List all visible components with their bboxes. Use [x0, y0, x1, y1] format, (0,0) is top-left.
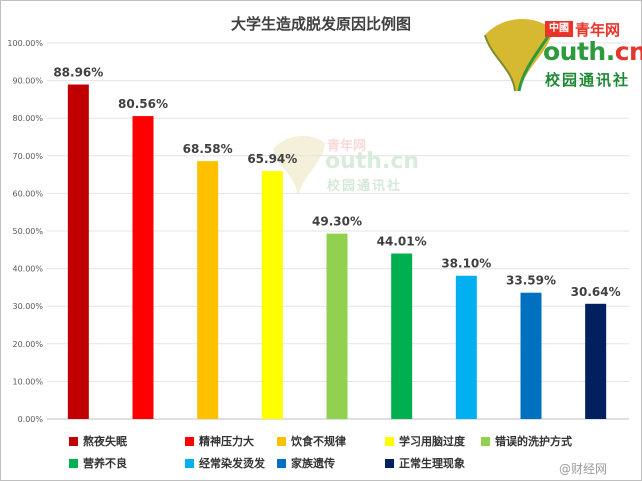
chart-title: 大学生造成脱发原因比例图	[230, 15, 411, 33]
bar-value-label: 88.96%	[53, 66, 103, 80]
youth-cn-logo: 中國 青年网 outh.cn 校园通讯社	[479, 11, 642, 93]
logo-domain: outh.cn	[543, 37, 642, 66]
legend-item: 精神压力大	[185, 433, 254, 448]
y-tick-label: 20.00%	[12, 340, 43, 349]
bar	[585, 303, 607, 419]
legend-item: 营养不良	[69, 455, 127, 470]
bar	[132, 116, 154, 420]
y-tick-label: 30.00%	[12, 302, 43, 311]
legend-item: 熬夜失眠	[69, 433, 127, 448]
legend-label: 经常染发烫发	[199, 457, 265, 470]
legend-item: 正常生理现象	[385, 455, 465, 470]
legend-swatch	[277, 437, 286, 446]
bar	[197, 161, 219, 419]
watermark-logo: 青年网 outh.cn 校园通讯社	[269, 127, 439, 197]
bar	[520, 292, 542, 419]
bar-value-label: 65.94%	[247, 152, 297, 166]
y-tick-label: 100.00%	[7, 39, 43, 48]
legend-label: 营养不良	[83, 457, 127, 470]
watermark-tagline: 校园通讯社	[327, 179, 403, 194]
bar-value-label: 38.10%	[441, 257, 491, 271]
watermark-brand: 青年网	[327, 139, 367, 154]
legend-item: 错误的洗护方式	[481, 433, 572, 448]
logo-brand-name: 青年网	[575, 21, 621, 39]
y-tick-label: 90.00%	[12, 77, 43, 86]
legend-swatch	[481, 437, 490, 446]
y-tick-label: 80.00%	[12, 114, 43, 123]
legend-swatch	[69, 459, 78, 468]
legend-label: 家族遗传	[291, 457, 335, 470]
bar	[455, 275, 477, 419]
legend-item: 家族遗传	[277, 455, 335, 470]
bar	[326, 233, 348, 419]
bar	[261, 171, 283, 419]
bar-value-label: 68.58%	[183, 142, 233, 156]
bar-value-label: 30.64%	[571, 285, 621, 299]
bar-value-label: 33.59%	[506, 274, 556, 288]
legend-label: 学习用脑过度	[399, 435, 465, 448]
legend-label: 正常生理现象	[399, 457, 465, 470]
source-credit: @财经网	[559, 462, 608, 476]
y-tick-label: 70.00%	[12, 152, 43, 161]
legend-label: 熬夜失眠	[83, 435, 127, 448]
legend-item: 学习用脑过度	[385, 433, 465, 448]
ginkgo-leaf-icon	[273, 135, 325, 193]
bar	[67, 84, 89, 419]
logo-country-badge: 中國	[545, 21, 573, 37]
y-tick-label: 50.00%	[12, 227, 43, 236]
legend-swatch	[185, 437, 194, 446]
legend-swatch	[277, 459, 286, 468]
logo-tagline: 校园通讯社	[545, 71, 631, 89]
legend-label: 饮食不规律	[291, 435, 346, 448]
watermark-domain: outh.cn	[325, 149, 420, 174]
legend-swatch	[385, 437, 394, 446]
legend-label: 错误的洗护方式	[495, 435, 572, 448]
bar	[391, 253, 413, 419]
legend-item: 经常染发烫发	[185, 455, 265, 470]
legend-swatch	[385, 459, 394, 468]
bar-value-label: 80.56%	[118, 97, 168, 111]
y-tick-label: 0.00%	[18, 415, 44, 424]
legend-item: 饮食不规律	[277, 433, 346, 448]
y-tick-label: 10.00%	[12, 377, 43, 386]
y-tick-label: 40.00%	[12, 265, 43, 274]
bar-value-label: 44.01%	[377, 235, 427, 249]
y-tick-label: 60.00%	[12, 189, 43, 198]
bar-chart-plot: 0.00% 10.00% 20.00% 30.00% 40.00% 50.00% 60.00…	[7, 39, 629, 424]
legend-swatch	[69, 437, 78, 446]
bar-value-label: 49.30%	[312, 215, 362, 229]
legend-label: 精神压力大	[199, 435, 254, 448]
legend-swatch	[185, 459, 194, 468]
